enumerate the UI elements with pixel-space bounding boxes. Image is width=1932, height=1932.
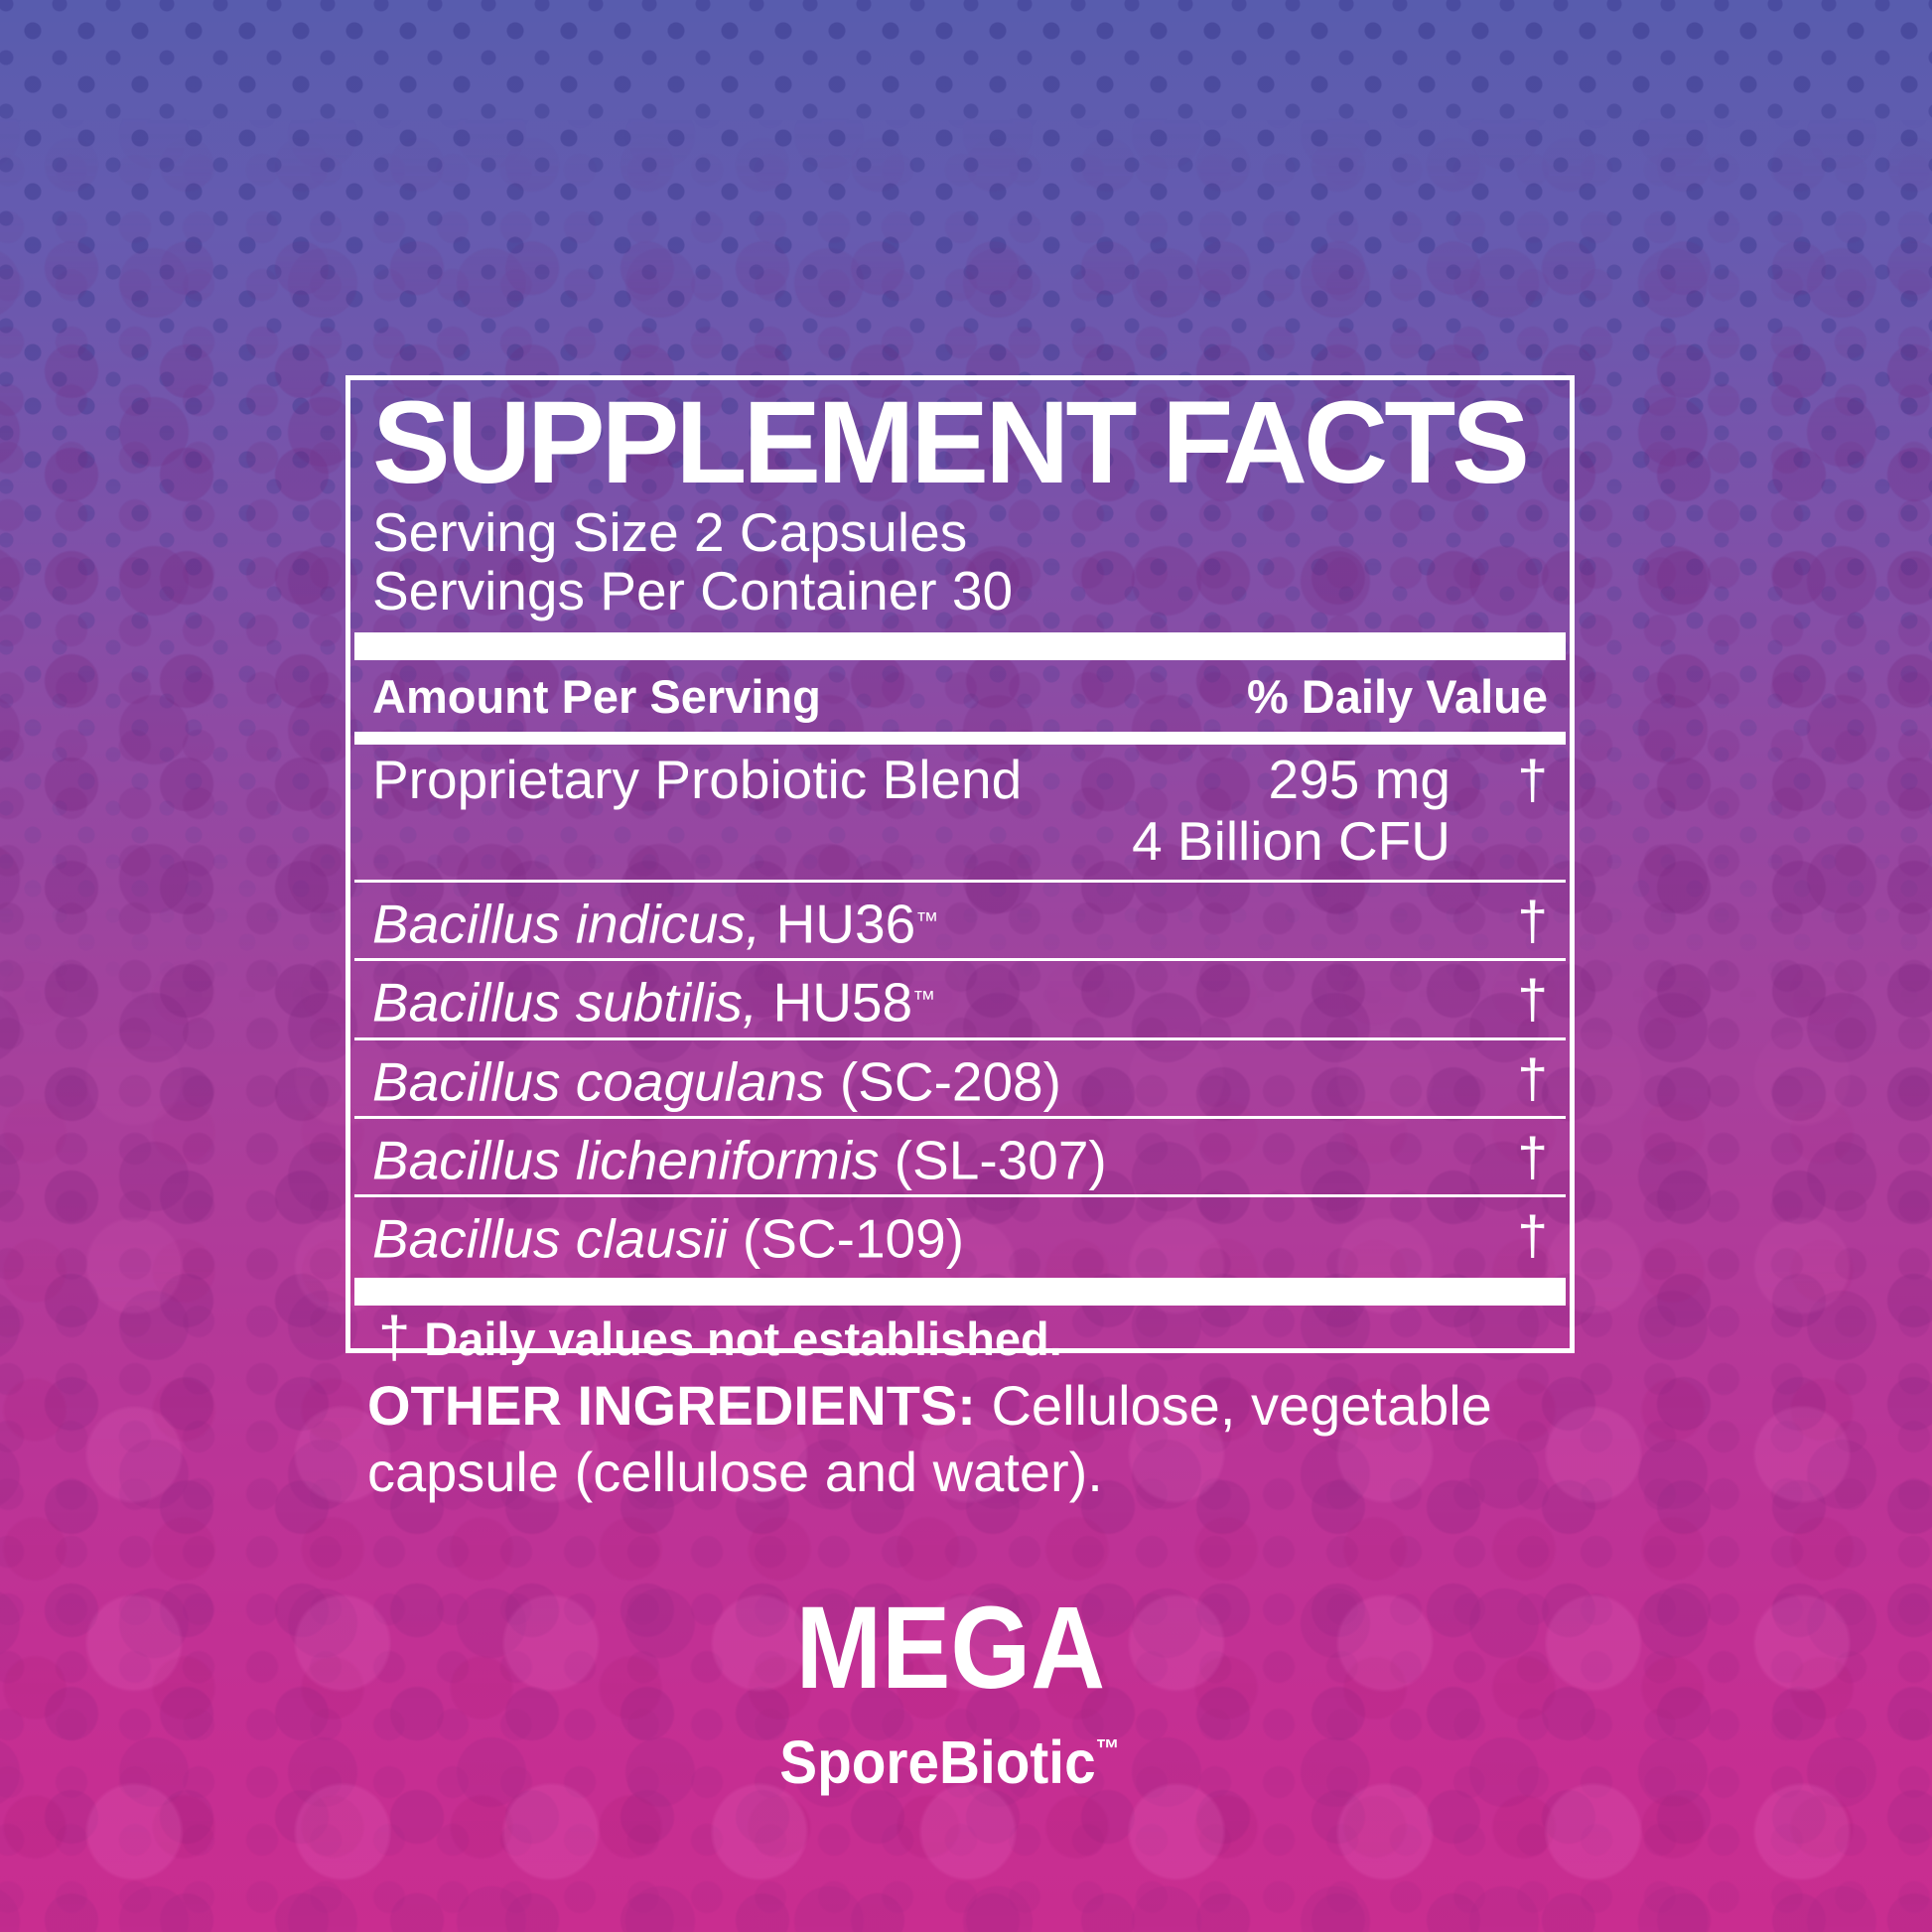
table-row-bacillus-licheniformis: Bacillus licheniformis (SL-307) † [372,1119,1548,1194]
dagger-icon: † [378,1305,411,1370]
divider-medium-bar [354,732,1566,745]
row-separator [354,1036,1566,1040]
species-name: Bacillus coagulans [372,1049,825,1112]
table-row-blend: Proprietary Probiotic Blend 295 mg † 4 B… [372,749,1548,880]
brand-subname: SporeBiotic [779,1728,1096,1796]
strain-name: HU36 [760,893,916,955]
row-separator [354,1115,1566,1119]
other-ingredients-text: Cellulose, vegetable capsule (cellulose … [367,1374,1492,1503]
blend-line-1: Proprietary Probiotic Blend 295 mg † [372,749,1548,810]
ingredient-name: Bacillus clausii (SC-109) [372,1206,965,1270]
table-header-row: Amount Per Serving % Daily Value [372,672,1548,722]
trademark-icon: ™ [912,986,936,1013]
other-ingredients-label: OTHER INGREDIENTS: [367,1374,976,1437]
brand-subname-line: SporeBiotic™ [766,1716,1133,1795]
species-name: Bacillus licheniformis [372,1129,880,1191]
daily-value-dagger: † [1517,1046,1548,1109]
daily-value-dagger: † [1517,1204,1548,1267]
divider-thick-bar-bottom [354,1277,1566,1306]
ingredient-name: Bacillus subtilis, HU58™ [372,970,936,1034]
brand-subname-wrap: SporeBiotic™ [779,1716,1120,1795]
daily-value-dagger: † [1517,890,1548,951]
serving-size: Serving Size 2 Capsules [372,501,968,563]
brand-name: MEGA [795,1583,1105,1714]
species-name: Bacillus subtilis, [372,971,759,1034]
table-row-bacillus-clausii: Bacillus clausii (SC-109) † [372,1197,1548,1273]
brand-trademark-icon: ™ [1095,1733,1121,1763]
table-row-bacillus-coagulans: Bacillus coagulans (SC-208) † [372,1040,1548,1116]
daily-value-dagger: † [1517,1125,1548,1187]
table-row-bacillus-indicus: Bacillus indicus, HU36™ † [372,883,1548,958]
strain-name: (SC-109) [727,1207,965,1270]
table-row-bacillus-subtilis: Bacillus subtilis, HU58™ † [372,961,1548,1036]
blend-name: Proprietary Probiotic Blend [372,749,1023,810]
species-name: Bacillus clausii [372,1207,728,1270]
daily-value-dagger: † [1517,968,1548,1031]
trademark-icon: ™ [915,907,939,933]
footnote-text: Daily values not established. [424,1311,1062,1365]
species-name: Bacillus indicus, [372,893,761,955]
row-separator [354,958,1566,962]
divider-thick-bar-top [354,632,1566,660]
row-separator [354,880,1566,883]
blend-daily-value-dagger: † [1517,749,1548,810]
strain-name: HU58 [758,971,913,1034]
ingredient-name: Bacillus indicus, HU36™ [372,892,939,952]
column-header-daily-value: % Daily Value [1246,670,1548,723]
blend-cfu-amount: 4 Billion CFU [1132,810,1450,872]
brand-logo: MEGA SporeBiotic™ [766,1587,1133,1795]
footnote: † Daily values not established. [372,1309,1548,1366]
panel-title: SUPPLEMENT FACTS [372,377,1530,508]
blend-amount: 295 mg [1268,749,1450,810]
ingredient-name: Bacillus coagulans (SC-208) [372,1049,1061,1110]
ingredient-name: Bacillus licheniformis (SL-307) [372,1128,1107,1188]
brand-name-line: MEGA [766,1587,1133,1710]
strain-name: (SL-307) [879,1129,1107,1191]
strain-name: (SC-208) [824,1049,1061,1112]
supplement-facts-panel: SUPPLEMENT FACTS Serving Size 2 Capsules… [345,375,1575,1366]
servings-per-container: Servings Per Container 30 [372,560,1014,621]
other-ingredients: OTHER INGREDIENTS: Cellulose, vegetable … [367,1372,1519,1505]
row-separator [354,1194,1566,1198]
column-header-amount: Amount Per Serving [372,670,821,723]
